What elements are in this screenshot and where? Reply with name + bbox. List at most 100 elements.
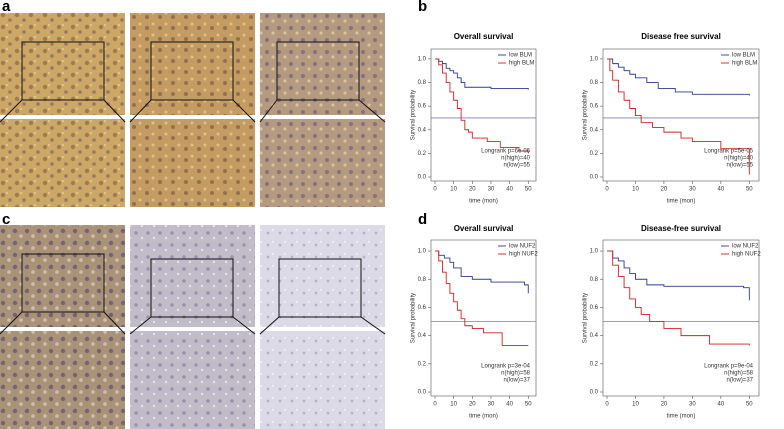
annotation: Longrank p=9e-04 <box>704 364 754 370</box>
ihc-image <box>130 331 255 429</box>
chart-title: Disease-free survival <box>641 224 721 233</box>
annotation: Longrank p=6e-06 <box>481 149 531 155</box>
y-tick-label: 0.8 <box>418 80 427 86</box>
annotation: n(high)=40 <box>724 156 754 162</box>
x-tick-label: 0 <box>605 402 609 408</box>
zoom-boxes <box>0 41 386 335</box>
survival-curve <box>607 250 750 346</box>
y-tick-label: 0.2 <box>590 361 599 367</box>
y-tick-label: 0.2 <box>418 151 427 157</box>
y-tick-label: 0.8 <box>590 277 599 283</box>
ihc-image <box>260 13 385 115</box>
y-axis-label: Survival probability <box>583 90 589 140</box>
y-tick-label: 0.0 <box>418 390 427 396</box>
ihc-image <box>130 119 255 207</box>
chart-title: Overall survival <box>454 224 514 233</box>
annotation: n(high)=58 <box>724 371 754 377</box>
x-tick-label: 0 <box>433 187 437 193</box>
y-tick-label: 0.6 <box>590 305 599 311</box>
annotation: n(low)=37 <box>503 378 530 384</box>
x-tick-label: 30 <box>689 402 696 408</box>
panel-label: a <box>2 0 11 15</box>
y-tick-label: 0.4 <box>590 333 599 339</box>
x-axis-label: time (mon) <box>667 199 696 205</box>
x-tick-label: 30 <box>488 402 495 408</box>
annotation: n(low)=55 <box>726 163 753 169</box>
legend-label: low BLM <box>732 53 755 59</box>
survival-curve <box>435 58 529 154</box>
y-axis-label: Survival probability <box>411 90 417 140</box>
x-tick-label: 50 <box>746 402 753 408</box>
x-tick-label: 20 <box>661 187 668 193</box>
y-tick-label: 0.4 <box>590 127 599 133</box>
legend-label: high BLM <box>509 61 534 67</box>
ihc-images <box>0 13 386 429</box>
x-tick-label: 40 <box>506 402 513 408</box>
annotation: n(high)=40 <box>501 156 531 162</box>
x-tick-label: 0 <box>605 187 609 193</box>
y-tick-label: 0.6 <box>418 305 427 311</box>
y-tick-label: 0.6 <box>418 104 427 110</box>
panel-label: d <box>418 211 427 228</box>
chart-title: Disease free survival <box>641 32 721 41</box>
ihc-image <box>260 119 385 207</box>
x-tick-label: 40 <box>718 402 725 408</box>
chart-title: Overall survival <box>454 32 514 41</box>
x-tick-label: 10 <box>450 187 457 193</box>
x-axis-label: time (mon) <box>469 414 498 420</box>
legend-label: low BLM <box>509 53 532 59</box>
legend-label: low NUF2 <box>509 244 536 250</box>
x-tick-label: 30 <box>689 187 696 193</box>
survival-curve <box>607 58 750 96</box>
y-tick-label: 0.0 <box>590 175 599 181</box>
y-tick-label: 0.2 <box>590 151 599 157</box>
y-tick-label: 0.8 <box>590 80 599 86</box>
annotation: n(low)=55 <box>503 163 530 169</box>
y-tick-label: 0.8 <box>418 277 427 283</box>
x-tick-label: 50 <box>525 187 532 193</box>
y-tick-label: 0.2 <box>418 361 427 367</box>
x-tick-label: 50 <box>746 187 753 193</box>
x-tick-label: 50 <box>525 402 532 408</box>
x-tick-label: 30 <box>488 187 495 193</box>
x-tick-label: 10 <box>450 402 457 408</box>
x-tick-label: 20 <box>469 187 476 193</box>
x-tick-label: 10 <box>632 402 639 408</box>
y-tick-label: 0.6 <box>590 104 599 110</box>
annotation: Longrank p=5e-05 <box>704 149 754 155</box>
legend-label: high BLM <box>732 61 757 67</box>
x-axis-label: time (mon) <box>667 414 696 420</box>
y-tick-label: 1.0 <box>590 249 599 255</box>
survival-curve <box>435 250 529 346</box>
y-tick-label: 1.0 <box>418 56 427 62</box>
ihc-image <box>260 331 385 429</box>
y-tick-label: 0.0 <box>418 175 427 181</box>
plot-frame <box>602 48 760 182</box>
annotation: n(high)=58 <box>501 371 531 377</box>
x-tick-label: 20 <box>469 402 476 408</box>
panel-label: b <box>418 0 427 15</box>
survival-curve <box>435 250 529 294</box>
y-tick-label: 0.0 <box>590 390 599 396</box>
panel-label: c <box>2 211 10 228</box>
survival-curve <box>607 58 750 175</box>
x-axis-label: time (mon) <box>469 199 498 205</box>
survival-curve <box>607 250 750 301</box>
y-axis-label: Survival probability <box>411 293 417 343</box>
y-tick-label: 1.0 <box>590 56 599 62</box>
plot-frame <box>430 48 537 182</box>
legend-label: high NUF2 <box>732 252 761 258</box>
x-tick-label: 20 <box>661 402 668 408</box>
annotation: Longrank p=3e-04 <box>481 364 531 370</box>
legend-label: low NUF2 <box>732 244 759 250</box>
plot-frame <box>430 239 537 397</box>
x-tick-label: 0 <box>433 402 437 408</box>
ihc-image <box>260 225 385 327</box>
survival-curve <box>435 58 529 90</box>
x-tick-label: 40 <box>718 187 725 193</box>
y-tick-label: 0.4 <box>418 127 427 133</box>
plot-frame <box>602 239 760 397</box>
legend-label: high NUF2 <box>509 252 538 258</box>
y-axis-label: Survival probability <box>583 293 589 343</box>
